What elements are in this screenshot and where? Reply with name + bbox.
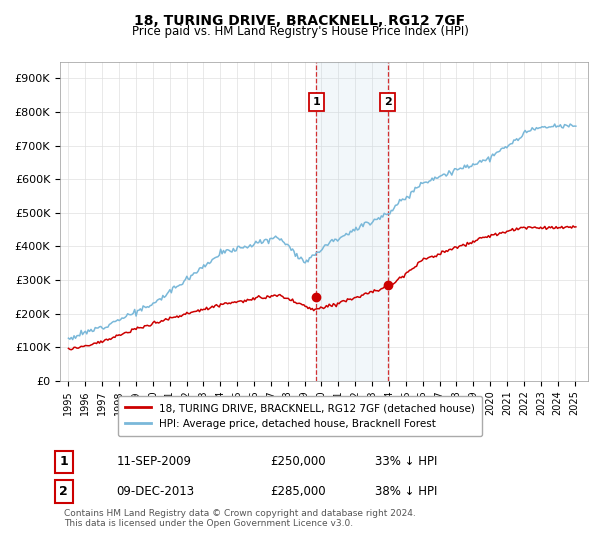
- Text: £285,000: £285,000: [270, 485, 325, 498]
- Text: Contains HM Land Registry data © Crown copyright and database right 2024.
This d: Contains HM Land Registry data © Crown c…: [64, 509, 416, 529]
- Text: 2: 2: [384, 97, 391, 107]
- Text: 38% ↓ HPI: 38% ↓ HPI: [376, 485, 438, 498]
- Text: 11-SEP-2009: 11-SEP-2009: [116, 455, 191, 468]
- Text: 33% ↓ HPI: 33% ↓ HPI: [376, 455, 438, 468]
- Text: Price paid vs. HM Land Registry's House Price Index (HPI): Price paid vs. HM Land Registry's House …: [131, 25, 469, 38]
- Text: 1: 1: [313, 97, 320, 107]
- Legend: 18, TURING DRIVE, BRACKNELL, RG12 7GF (detached house), HPI: Average price, deta: 18, TURING DRIVE, BRACKNELL, RG12 7GF (d…: [118, 396, 482, 436]
- Bar: [316, 62, 388, 381]
- Text: £250,000: £250,000: [270, 455, 325, 468]
- Text: 09-DEC-2013: 09-DEC-2013: [116, 485, 195, 498]
- Text: 18, TURING DRIVE, BRACKNELL, RG12 7GF: 18, TURING DRIVE, BRACKNELL, RG12 7GF: [134, 14, 466, 28]
- Text: 1: 1: [59, 455, 68, 468]
- Text: 2: 2: [59, 485, 68, 498]
